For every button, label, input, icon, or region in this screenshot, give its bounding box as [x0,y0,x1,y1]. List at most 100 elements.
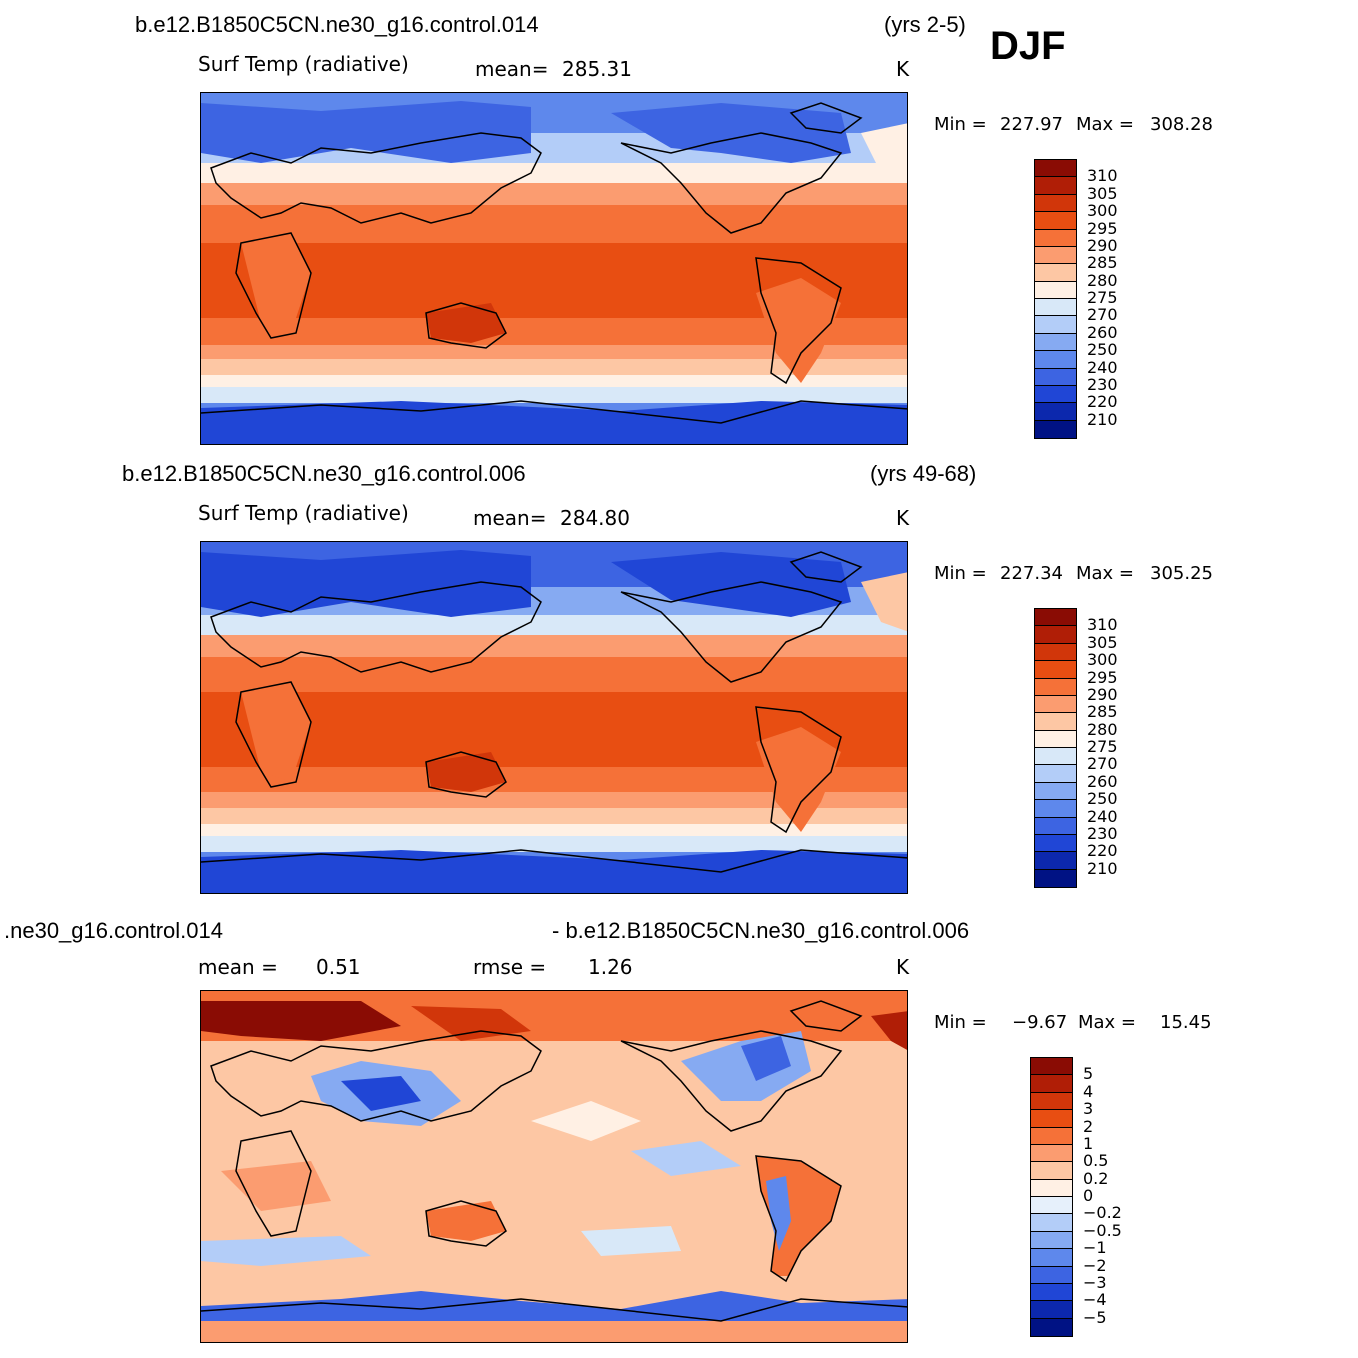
colorbar-tick-label: 240 [1087,806,1118,826]
colorbar-tick-label: 210 [1087,409,1118,429]
panel3-map-graphic [201,991,907,1342]
colorbar-tick-label: 280 [1087,719,1118,739]
colorbar-tick-label: −5 [1083,1307,1107,1327]
colorbar-swatch [1031,1301,1072,1319]
colorbar-swatch [1035,852,1076,870]
colorbar-tick-label: 230 [1087,823,1118,843]
colorbar-tick-label: 1 [1083,1133,1094,1153]
colorbar-swatch [1035,748,1076,766]
colorbar-tick-label: −0.2 [1083,1203,1122,1223]
colorbar-tick-label: 310 [1087,166,1118,186]
panel1-units: K [896,57,910,81]
colorbar-swatch [1035,609,1076,627]
colorbar-swatch [1035,299,1076,317]
colorbar-tick-label: 275 [1087,288,1118,307]
colorbar-tick-label: −3 [1083,1272,1107,1292]
colorbar-tick-label: 210 [1087,858,1118,878]
colorbar-swatch [1031,1318,1072,1336]
panel2-map-graphic [201,542,907,893]
colorbar-tick-label: 285 [1087,702,1118,722]
panel2-units: K [896,506,910,530]
panel3-rmse-value: 1.26 [588,955,633,979]
panel2-min-value: 227.34 [1000,563,1063,584]
colorbar-tick-label: 3 [1083,1099,1094,1119]
colorbar-tick-label: 295 [1087,667,1118,687]
colorbar-tick-label: 305 [1087,183,1118,203]
colorbar-swatch [1035,730,1076,748]
colorbar-tick-label: 2 [1083,1116,1094,1136]
colorbar-swatch [1031,1231,1072,1250]
colorbar-swatch [1035,212,1076,230]
colorbar-swatch [1035,661,1076,679]
colorbar-swatch [1035,333,1076,352]
panel1-case-title: b.e12.B1850C5CN.ne30_g16.control.014 [135,12,539,37]
colorbar-tick-label: 285 [1087,253,1118,273]
colorbar-swatch [1035,420,1076,438]
colorbar-tick-label: 260 [1087,771,1118,791]
colorbar-tick-label: 295 [1087,218,1118,238]
colorbar-swatch [1035,765,1076,783]
season-label: DJF [990,24,1066,68]
panel2-max-label: Max = [1076,563,1135,584]
colorbar-swatch [1035,368,1076,386]
colorbar-tick-label: 5 [1083,1064,1094,1084]
panel3-map [200,990,908,1343]
panel3-units: K [896,955,910,979]
panel1-colorbar [1034,159,1077,439]
colorbar-swatch [1031,1214,1072,1232]
colorbar-swatch [1031,1075,1072,1093]
panel1-mean-label: mean= [475,57,549,81]
colorbar-swatch [1031,1092,1072,1111]
colorbar-swatch [1031,1058,1072,1076]
colorbar-tick-label: 0 [1083,1186,1094,1205]
panel3-max-label: Max = [1078,1012,1137,1033]
panel1-years: (yrs 2-5) [884,12,966,37]
colorbar-swatch [1031,1127,1072,1145]
colorbar-tick-label: 250 [1087,340,1118,360]
colorbar-tick-label: 240 [1087,357,1118,377]
panel3-colorbar [1030,1057,1073,1337]
colorbar-swatch [1031,1249,1072,1267]
panel3-max-value: 15.45 [1160,1012,1212,1033]
panel1-map-graphic [201,93,907,444]
colorbar-swatch [1031,1197,1072,1215]
colorbar-swatch [1035,177,1076,195]
colorbar-swatch [1035,281,1076,299]
colorbar-tick-label: 0.5 [1083,1151,1109,1171]
colorbar-tick-label: 275 [1087,737,1118,756]
colorbar-tick-label: 220 [1087,841,1118,861]
colorbar-swatch [1035,643,1076,662]
panel3-case-left: .ne30_g16.control.014 [4,918,223,943]
colorbar-swatch [1035,246,1076,265]
colorbar-swatch [1031,1266,1072,1284]
panel2-map [200,541,908,894]
colorbar-swatch [1035,229,1076,247]
colorbar-tick-label: 260 [1087,322,1118,342]
colorbar-tick-label: 0.2 [1083,1168,1109,1188]
colorbar-tick-label: −2 [1083,1255,1107,1275]
colorbar-tick-label: 220 [1087,392,1118,412]
panel2-colorbar [1034,608,1077,888]
panel3-rmse-label: rmse = [473,955,547,979]
colorbar-swatch [1035,403,1076,421]
colorbar-swatch [1035,678,1076,696]
colorbar-swatch [1031,1179,1072,1197]
colorbar-tick-label: −4 [1083,1290,1107,1310]
panel2-years: (yrs 49-68) [870,461,977,486]
colorbar-swatch [1035,385,1076,404]
panel3-case-right: - b.e12.B1850C5CN.ne30_g16.control.006 [552,918,970,943]
colorbar-tick-label: 305 [1087,632,1118,652]
colorbar-swatch [1031,1162,1072,1180]
panel2-max-value: 305.25 [1150,563,1213,584]
colorbar-swatch [1035,264,1076,282]
colorbar-swatch [1035,194,1076,213]
colorbar-swatch [1035,782,1076,801]
colorbar-swatch [1035,834,1076,853]
panel2-min-label: Min = [934,563,987,584]
colorbar-swatch [1035,695,1076,714]
colorbar-tick-label: 280 [1087,270,1118,290]
colorbar-swatch [1035,800,1076,818]
colorbar-swatch [1035,713,1076,731]
colorbar-swatch [1035,316,1076,334]
panel1-map [200,92,908,445]
